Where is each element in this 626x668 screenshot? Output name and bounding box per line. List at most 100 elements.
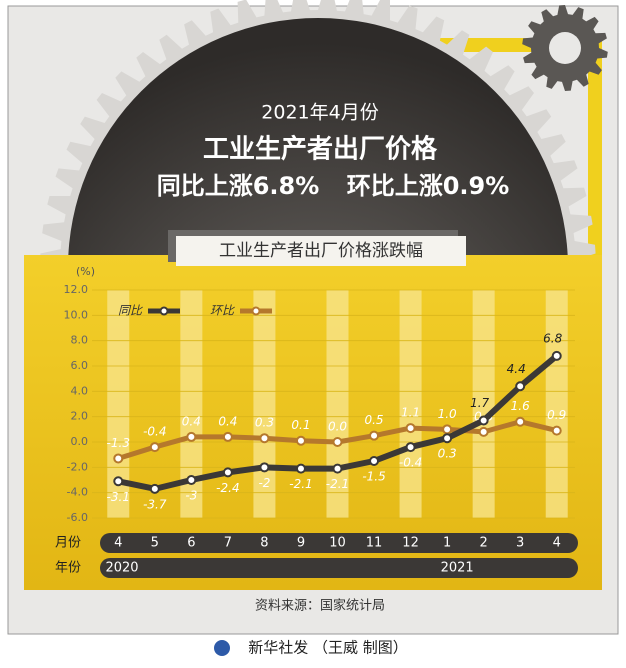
legend-swatch: [251, 306, 261, 316]
point: [149, 483, 160, 494]
point: [515, 381, 526, 392]
data-label: -2.4: [216, 481, 239, 495]
month-row: [100, 533, 578, 553]
data-label: 0.5: [364, 413, 383, 427]
headline: 同比上涨6.8%: [157, 172, 320, 200]
legend-swatch: [159, 306, 169, 316]
data-label: -1.5: [362, 470, 385, 484]
column-stripe: [472, 290, 495, 518]
data-label: -0.4: [143, 425, 166, 439]
legend-label: 环比: [210, 304, 235, 318]
column-stripe: [399, 290, 422, 518]
x-tick-label: 6: [187, 536, 195, 551]
point: [186, 431, 197, 442]
point: [332, 437, 343, 447]
x-tick-label: 1: [443, 536, 451, 551]
column-stripe: [180, 290, 203, 518]
column-stripe: [326, 290, 349, 518]
x-tick-label: 9: [297, 536, 305, 551]
point: [113, 476, 124, 487]
data-label: 1.6: [511, 399, 530, 413]
point: [332, 463, 343, 474]
data-label: -1.3: [107, 436, 130, 450]
point: [478, 415, 489, 426]
data-label: 0.4: [218, 414, 237, 428]
y-tick-label: 2.0: [71, 410, 89, 423]
x-tick-label: 12: [402, 536, 419, 551]
data-label: 6.8: [543, 331, 562, 345]
y-unit: (%): [76, 265, 95, 278]
y-tick-label: 4.0: [71, 384, 89, 397]
data-label: 4.4: [507, 362, 526, 376]
x-tick-label: 2: [480, 536, 488, 551]
data-label: -3.1: [107, 490, 130, 504]
point: [405, 442, 416, 453]
x-tick-label: 10: [329, 536, 346, 551]
point: [149, 442, 160, 453]
point: [515, 416, 526, 427]
y-tick-label: 6.0: [71, 359, 89, 372]
gears: [40, 0, 608, 256]
point: [369, 430, 380, 441]
row-label: 月份: [55, 536, 81, 551]
big-gear: [68, 18, 568, 256]
data-label: -3.7: [143, 497, 167, 511]
point: [551, 425, 562, 436]
x-tick-label: 8: [260, 536, 268, 551]
column-stripe: [253, 290, 276, 518]
column-stripe: [545, 290, 568, 518]
data-label: -2.1: [289, 477, 312, 491]
logo: [214, 640, 230, 656]
point: [259, 462, 270, 473]
data-label: 0.9: [547, 408, 566, 422]
subtitle-banner: [176, 236, 466, 266]
connector-bar: [588, 38, 602, 258]
subtitle: 工业生产者出厂价格涨跌幅: [219, 241, 423, 261]
credit: 新华社发 （王威 制图）: [248, 639, 408, 657]
point: [222, 431, 233, 442]
y-tick-label: -4.0: [67, 486, 88, 499]
point: [259, 433, 270, 444]
y-tick-label: 8.0: [71, 334, 89, 347]
row-label: 年份: [55, 561, 81, 576]
point: [551, 350, 562, 361]
point: [442, 433, 453, 444]
column-stripe: [107, 290, 130, 518]
point: [295, 435, 306, 446]
data-label: 0.3: [255, 416, 274, 430]
data-label: 1.1: [401, 406, 420, 420]
data-label: -0.4: [399, 456, 422, 470]
small-gear: [549, 32, 581, 64]
point: [113, 453, 124, 464]
data-label: 1.7: [470, 396, 489, 410]
year-row: [100, 558, 578, 578]
data-label: 0.0: [328, 420, 347, 434]
chart-title: 工业生产者出厂价格: [203, 134, 438, 165]
y-tick-label: 12.0: [64, 283, 89, 296]
data-label: 0.4: [182, 414, 201, 428]
point: [222, 467, 233, 478]
x-tick-label: 11: [366, 536, 383, 551]
year-label: 2021: [441, 561, 474, 576]
y-tick-label: 10.0: [64, 308, 89, 321]
kicker: 2021年4月份: [261, 102, 378, 124]
point: [369, 456, 380, 466]
data-label: -2: [258, 476, 270, 490]
x-tick-label: 4: [114, 536, 122, 551]
year-label: 2020: [105, 561, 138, 576]
y-tick-label: -6.0: [67, 511, 88, 524]
legend-label: 同比: [118, 304, 143, 318]
headline: 环比上涨0.9%: [347, 172, 510, 200]
x-tick-label: 4: [553, 536, 561, 551]
source: 资料来源：国家统计局: [255, 598, 385, 614]
data-label: 0.3: [438, 447, 457, 461]
point: [442, 424, 453, 435]
point: [295, 463, 306, 474]
data-label: -2.1: [326, 477, 349, 491]
point: [186, 475, 197, 485]
data-label: 1.0: [438, 407, 457, 421]
data-label: -3: [185, 489, 197, 503]
y-tick-label: -2.0: [67, 460, 88, 473]
x-tick-label: 7: [224, 536, 232, 551]
